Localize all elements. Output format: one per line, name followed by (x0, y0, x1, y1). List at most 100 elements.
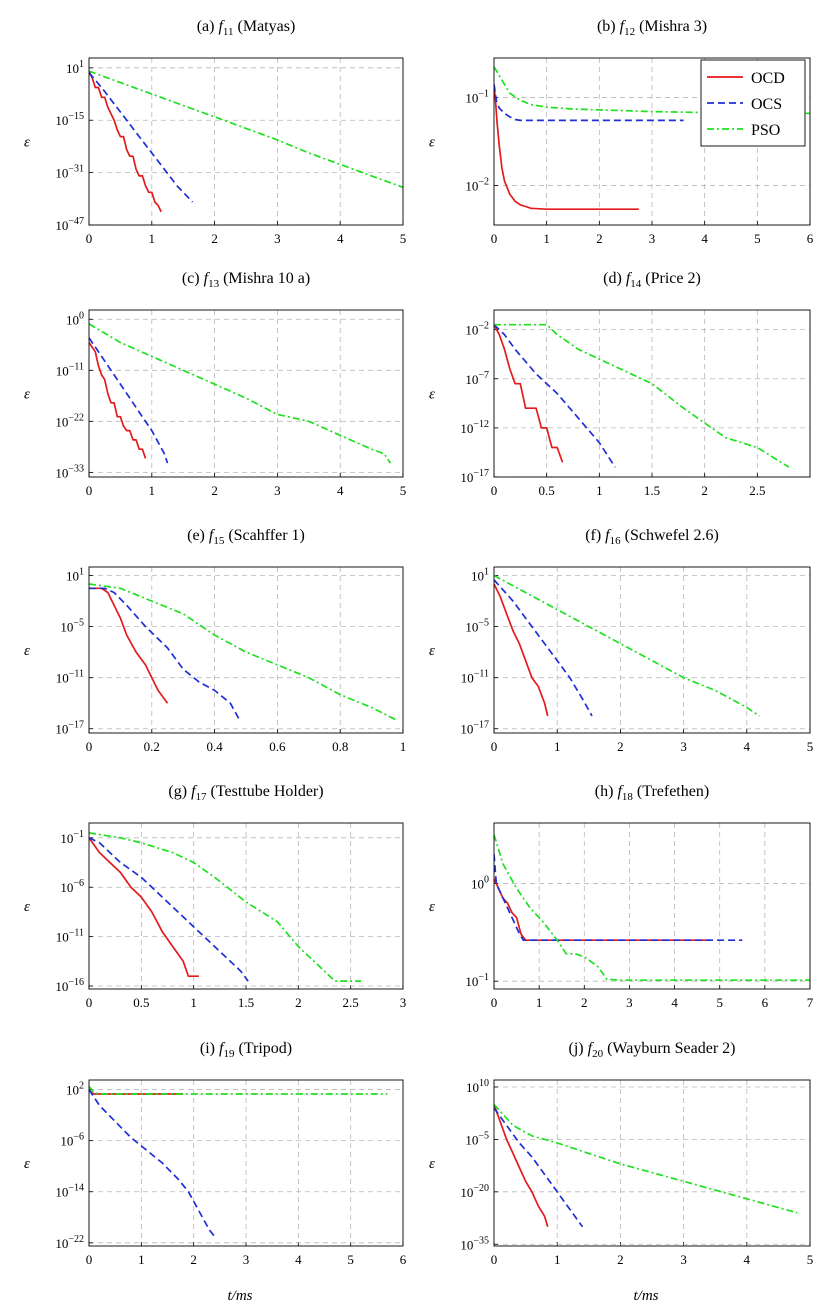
x-tick-label: 4 (337, 483, 344, 498)
plot-area (89, 323, 392, 464)
x-tick-label: 0 (491, 231, 498, 246)
x-tick-label: 2 (211, 231, 218, 246)
x-tick-label: 3 (274, 231, 281, 246)
y-tick-label: 10−11 (461, 669, 489, 686)
series-line-pso (89, 832, 362, 982)
y-axis-label: ε (24, 1156, 30, 1172)
x-tick-label: 0 (491, 483, 498, 498)
y-tick-label: 10−16 (55, 977, 84, 994)
x-tick-label: 4 (744, 1252, 751, 1267)
x-tick-label: 1 (138, 1252, 145, 1267)
series-line-ocd (494, 878, 711, 942)
x-tick-label: 0.5 (133, 995, 149, 1010)
chart-title: (h) f18 (Trefethen) (595, 783, 709, 803)
series-line-ocd (494, 583, 549, 717)
x-tick-label: 0.4 (206, 739, 223, 754)
x-tick-label: 1 (149, 483, 156, 498)
y-tick-label: 101 (471, 567, 489, 584)
x-tick-label: 1 (543, 231, 550, 246)
x-tick-label: 2 (596, 231, 603, 246)
series-line-ocd (494, 1104, 549, 1228)
y-tick-label: 10−12 (460, 419, 489, 436)
x-tick-label: 4 (744, 739, 751, 754)
y-tick-label: 10−11 (56, 361, 84, 378)
chart-panel: (b) f12 (Mishra 3) 0 1 2 3 4 5 6 10−1 10−2 ε OCD OCS… (429, 18, 814, 246)
y-tick-label: 10−15 (55, 111, 84, 128)
series-line-ocd (494, 84, 639, 211)
chart-title: (e) f15 (Scahffer 1) (187, 527, 305, 547)
plot-frame (493, 57, 811, 226)
y-tick-label: 10−1 (465, 972, 489, 989)
x-tick-label: 0 (86, 739, 93, 754)
series-line-ocd (89, 70, 162, 213)
series-line-ocs (89, 587, 241, 721)
x-tick-label: 0 (86, 995, 93, 1010)
x-tick-label: 2.5 (749, 483, 765, 498)
plot-frame (88, 1079, 404, 1247)
x-tick-label: 1 (400, 739, 407, 754)
x-tick-label: 0 (491, 995, 498, 1010)
shared-x-axis-label: t/ms (227, 1288, 252, 1304)
y-tick-label: 10−2 (465, 176, 489, 193)
series-line-ocs (494, 1107, 584, 1228)
y-tick-label: 102 (66, 1081, 84, 1098)
y-tick-label: 10−7 (465, 370, 489, 387)
plot-area (89, 1085, 388, 1237)
series-line-ocs (494, 324, 616, 468)
y-tick-label: 101 (66, 59, 84, 76)
plot-frame (493, 566, 811, 734)
series-line-pso (89, 70, 403, 189)
x-tick-label: 1 (149, 231, 156, 246)
x-tick-label: 1 (596, 483, 603, 498)
series-line-pso (494, 834, 810, 982)
y-axis-label: ε (429, 1156, 435, 1172)
x-tick-label: 0 (86, 483, 93, 498)
x-tick-label: 0 (491, 1252, 498, 1267)
series-line-ocs (494, 84, 684, 122)
y-tick-label: 10−5 (465, 1130, 489, 1147)
chart-panel: (j) f20 (Wayburn Seader 2) 0 1 2 3 4 5 1010 10−5… (429, 1040, 813, 1267)
chart-panel: (i) f19 (Tripod) 0 1 2 3 4 5 6 102 10−6 10−14 10−22… (24, 1040, 407, 1267)
chart-title: (j) f20 (Wayburn Seader 2) (569, 1040, 736, 1060)
x-tick-label: 4 (295, 1252, 302, 1267)
x-tick-label: 1 (536, 995, 543, 1010)
series-line-ocd (89, 837, 199, 978)
y-tick-label: 10−33 (55, 463, 84, 480)
y-tick-label: 10−6 (60, 1132, 84, 1149)
series-line-ocd (89, 587, 169, 704)
x-tick-label: 3 (400, 995, 407, 1010)
plot-frame (493, 822, 811, 990)
plot-frame (493, 309, 811, 478)
y-tick-label: 10−6 (60, 878, 84, 895)
x-tick-label: 2 (581, 995, 588, 1010)
y-axis-label: ε (429, 387, 435, 403)
x-tick-label: 5 (754, 231, 761, 246)
y-tick-label: 100 (471, 875, 489, 892)
plot-area (89, 583, 398, 721)
x-tick-label: 3 (680, 1252, 687, 1267)
y-tick-label: 10−47 (55, 216, 84, 233)
series-line-pso (89, 323, 392, 464)
chart-panel: (d) f14 (Price 2) 0 0.5 1 1.5 2 2.5 10−2 10−7 10−… (429, 270, 811, 498)
x-tick-label: 6 (400, 1252, 407, 1267)
x-tick-label: 5 (807, 739, 814, 754)
y-tick-label: 10−14 (55, 1183, 84, 1200)
y-axis-label: ε (429, 643, 435, 659)
chart-panel: (a) f11 (Matyas) 0 1 2 3 4 5 101 10−15 10−31 10−47… (24, 18, 406, 246)
series-line-pso (89, 583, 398, 721)
y-tick-label: 10−20 (460, 1183, 489, 1200)
plot-area (89, 832, 362, 982)
x-tick-label: 2 (295, 995, 302, 1010)
chart-title: (f) f16 (Schwefel 2.6) (585, 527, 719, 547)
legend-label: PSO (751, 122, 780, 139)
y-tick-label: 10−17 (460, 720, 489, 737)
plot-frame (88, 309, 404, 478)
y-tick-label: 10−1 (465, 89, 489, 106)
y-tick-label: 10−2 (465, 321, 489, 338)
plot-frame (493, 1079, 811, 1247)
y-axis-label: ε (24, 643, 30, 659)
y-tick-label: 10−35 (460, 1235, 489, 1252)
y-tick-label: 10−22 (55, 1234, 84, 1251)
x-tick-label: 0.5 (539, 483, 555, 498)
x-tick-label: 3 (626, 995, 633, 1010)
